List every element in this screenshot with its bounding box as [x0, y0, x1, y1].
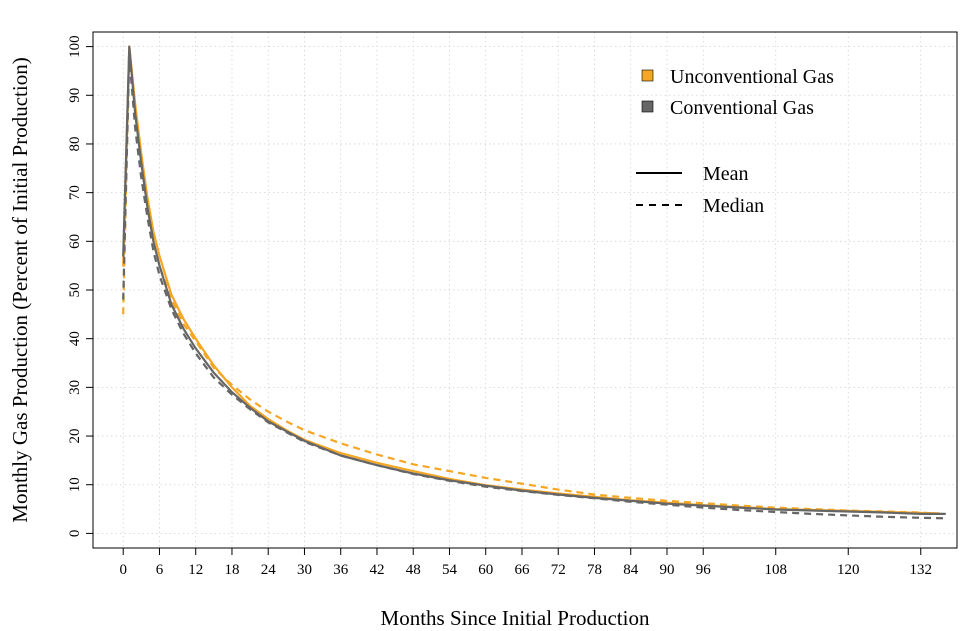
series-line-conventional-gas-mean — [122, 45, 947, 516]
x-tick-label: 90 — [659, 562, 674, 578]
y-tick-label: 60 — [67, 234, 83, 249]
legend-label-conventional: Conventional Gas — [670, 97, 814, 119]
legend-label-median: Median — [703, 195, 764, 217]
x-tick-label: 132 — [909, 562, 932, 578]
x-tick-label: 24 — [261, 562, 277, 578]
y-axis-title: Monthly Gas Production (Percent of Initi… — [8, 57, 32, 522]
x-axis: 0 6 12 18 24 30 36 42 48 54 60 66 72 78 84 90 96 108 120 13… — [119, 548, 932, 578]
y-tick-label: 10 — [67, 477, 83, 492]
x-tick-label: 30 — [297, 562, 312, 578]
x-tick-label: 6 — [156, 562, 164, 578]
legend-label-unconventional: Unconventional Gas — [670, 66, 834, 88]
y-tick-label: 70 — [67, 185, 83, 200]
x-tick-label: 36 — [333, 562, 349, 578]
y-tick-label: 30 — [67, 380, 83, 395]
series-line-unconventional-gas-median — [122, 45, 939, 515]
legend: Unconventional Gas Conventional Gas Mean… — [636, 66, 834, 217]
y-tick-label: 50 — [67, 283, 83, 298]
x-axis-title: Months Since Initial Production — [381, 606, 650, 630]
x-tick-label: 108 — [764, 562, 787, 578]
x-tick-label: 48 — [406, 562, 421, 578]
legend-label-mean: Mean — [703, 163, 749, 185]
series-line-unconventional-gas-mean — [122, 45, 941, 515]
x-tick-label: 72 — [551, 562, 566, 578]
x-tick-label: 60 — [478, 562, 493, 578]
y-tick-label: 100 — [67, 35, 83, 58]
y-axis: 0 10 20 30 40 50 60 70 80 90 100 — [67, 35, 93, 537]
x-tick-label: 84 — [623, 562, 639, 578]
series-line-conventional-gas-median — [122, 55, 945, 520]
grid-lines — [93, 32, 957, 548]
y-tick-label: 40 — [67, 331, 83, 346]
x-tick-label: 18 — [224, 562, 239, 578]
x-tick-label: 96 — [696, 562, 712, 578]
y-tick-label: 0 — [67, 530, 83, 538]
x-tick-label: 42 — [369, 562, 384, 578]
y-tick-label: 80 — [67, 136, 83, 151]
x-tick-label: 54 — [442, 562, 458, 578]
y-tick-label: 20 — [67, 429, 83, 444]
x-tick-label: 120 — [837, 562, 860, 578]
legend-swatch-unconventional — [641, 69, 654, 82]
y-tick-label: 90 — [67, 88, 83, 103]
x-tick-label: 66 — [514, 562, 530, 578]
x-tick-label: 78 — [587, 562, 602, 578]
series-lines — [122, 45, 947, 520]
x-tick-label: 12 — [188, 562, 203, 578]
legend-swatch-conventional — [641, 100, 654, 113]
x-tick-label: 0 — [119, 562, 127, 578]
